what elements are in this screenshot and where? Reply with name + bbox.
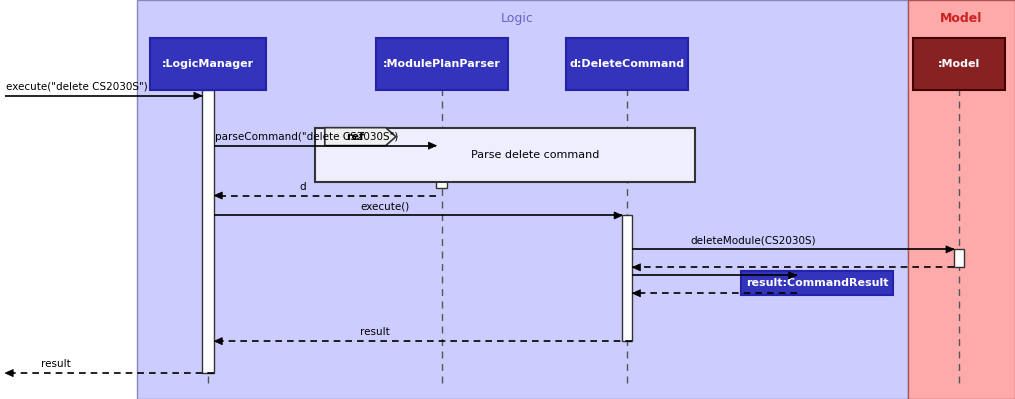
Bar xyxy=(908,0,1015,399)
Polygon shape xyxy=(632,290,640,297)
Bar xyxy=(566,38,688,90)
Text: Logic: Logic xyxy=(501,12,534,25)
Bar xyxy=(315,128,695,182)
Bar xyxy=(376,38,508,90)
Text: parseCommand("delete CS2030S"): parseCommand("delete CS2030S") xyxy=(215,132,399,142)
Text: result: result xyxy=(41,359,70,369)
Polygon shape xyxy=(428,142,436,149)
Text: Parse delete command: Parse delete command xyxy=(471,150,600,160)
Polygon shape xyxy=(214,192,222,199)
Bar xyxy=(914,38,1005,90)
Text: d: d xyxy=(299,182,307,192)
Text: d:DeleteCommand: d:DeleteCommand xyxy=(569,59,685,69)
Polygon shape xyxy=(325,128,396,146)
Text: Model: Model xyxy=(940,12,983,25)
Bar xyxy=(436,152,447,188)
Text: :ModulePlanParser: :ModulePlanParser xyxy=(383,59,500,69)
Bar xyxy=(202,90,214,373)
Bar xyxy=(150,38,266,90)
Polygon shape xyxy=(946,246,954,253)
Polygon shape xyxy=(632,264,640,271)
Bar xyxy=(741,271,893,295)
Polygon shape xyxy=(214,338,222,345)
Text: result:CommandResult: result:CommandResult xyxy=(746,278,888,288)
Bar xyxy=(797,275,807,293)
Polygon shape xyxy=(614,212,622,219)
Text: execute(): execute() xyxy=(360,201,410,211)
Text: deleteModule(CS2030S): deleteModule(CS2030S) xyxy=(690,235,816,245)
Text: ref: ref xyxy=(346,132,364,142)
Text: :Model: :Model xyxy=(938,59,980,69)
Polygon shape xyxy=(5,369,13,377)
Polygon shape xyxy=(789,272,797,279)
Text: :LogicManager: :LogicManager xyxy=(162,59,254,69)
Bar xyxy=(954,249,964,267)
Text: result: result xyxy=(360,327,390,337)
Bar xyxy=(622,215,632,341)
Text: execute("delete CS2030S"): execute("delete CS2030S") xyxy=(6,82,148,92)
Polygon shape xyxy=(194,92,202,99)
Bar xyxy=(137,0,908,399)
